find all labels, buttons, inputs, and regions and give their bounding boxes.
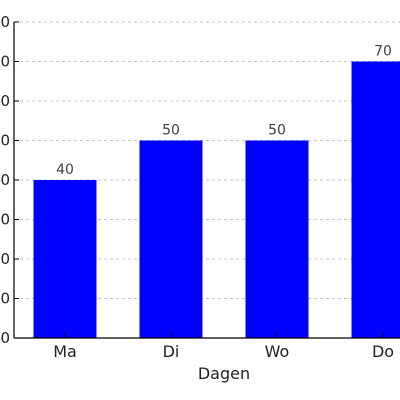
y-tick-label: 70 — [0, 53, 10, 71]
y-tick-label: 80 — [0, 13, 10, 31]
x-ticks: Ma Di Wo Do — [53, 333, 394, 361]
data-label: 50 — [162, 123, 180, 139]
y-tick-label: 50 — [0, 132, 10, 150]
bars — [33, 61, 400, 338]
y-tick-label: 40 — [0, 171, 10, 189]
y-tick-label: 0 — [0, 329, 10, 347]
x-tick-label: Ma — [53, 342, 77, 361]
bar-wo — [245, 140, 309, 338]
bar-ma — [33, 180, 97, 338]
x-tick-label: Wo — [265, 342, 290, 361]
y-ticks: 0 10 20 30 40 50 60 70 80 — [0, 13, 19, 347]
y-tick-label: 60 — [0, 92, 10, 110]
grid-lines — [14, 21, 400, 299]
x-axis-title: Dagen — [198, 364, 250, 383]
x-tick-label: Di — [163, 342, 180, 361]
x-tick-label: Do — [372, 342, 394, 361]
y-tick-label: 20 — [0, 250, 10, 268]
data-labels: 40 50 50 70 — [56, 44, 392, 179]
data-label: 70 — [374, 44, 392, 60]
data-label: 40 — [56, 162, 74, 178]
bar-di — [139, 140, 203, 338]
data-label: 50 — [268, 123, 286, 139]
y-tick-label: 10 — [0, 290, 10, 308]
bar-do — [351, 61, 400, 338]
y-tick-label: 30 — [0, 211, 10, 229]
